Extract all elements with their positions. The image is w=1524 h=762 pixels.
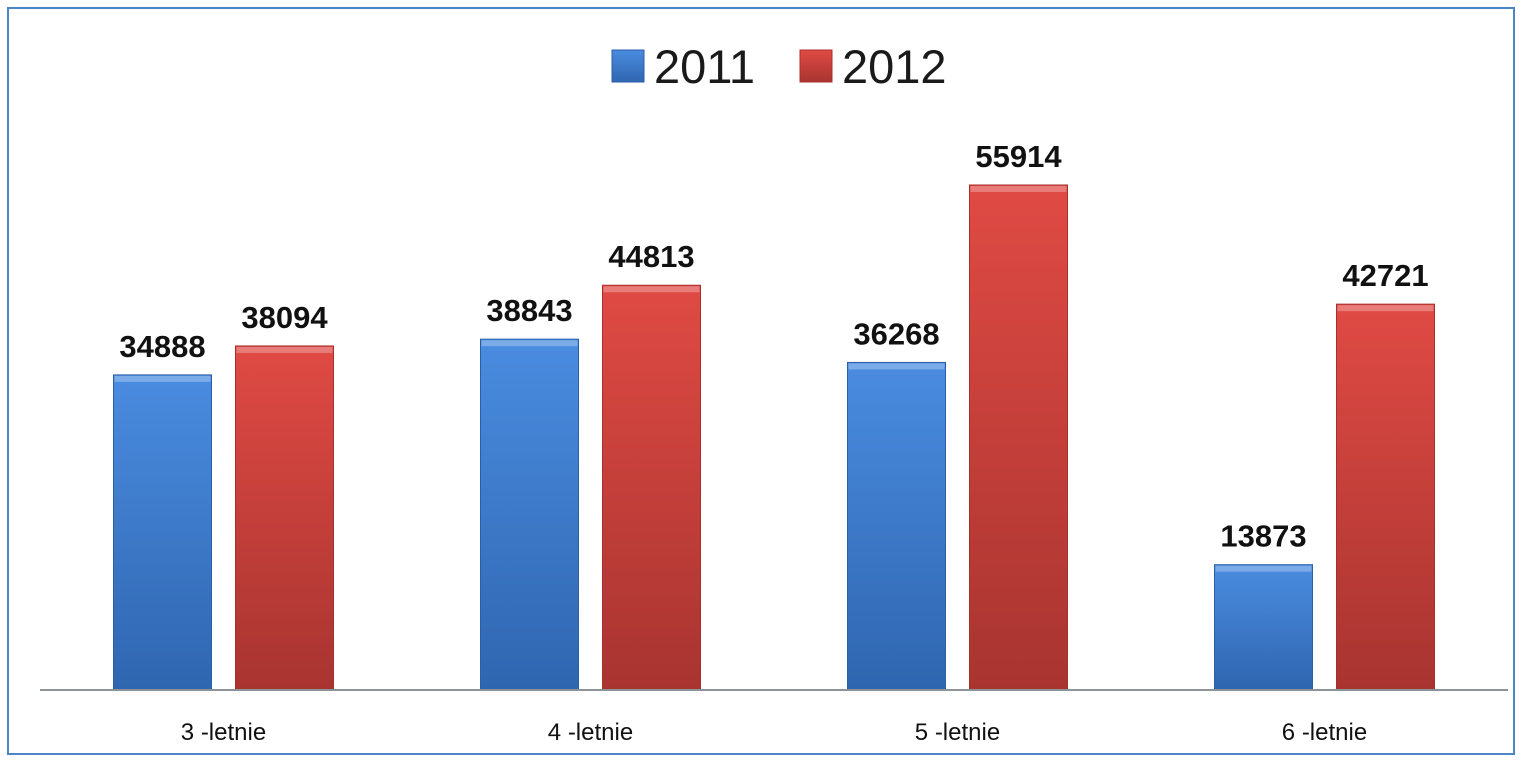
bar-2012-3-letnie	[235, 345, 334, 691]
bars-group	[113, 184, 1435, 691]
x-tick-label: 4 -letnie	[548, 719, 633, 746]
data-label-2012-3-letnie: 38094	[241, 300, 328, 335]
bar-highlight	[1337, 305, 1434, 312]
bar-highlight	[970, 185, 1067, 192]
bar-highlight	[114, 375, 211, 382]
x-tick-label: 6 -letnie	[1282, 719, 1367, 746]
bar-2011-3-letnie	[113, 374, 212, 691]
x-axis-tick-labels: 3 -letnie 4 -letnie 5 -letnie 6 -letnie	[181, 719, 1367, 746]
legend-swatch-2012	[799, 49, 833, 83]
bar-2012-5-letnie	[969, 184, 1068, 691]
bar-highlight	[603, 286, 700, 293]
legend-swatch-2011	[611, 49, 645, 83]
legend: 2011 2012	[611, 40, 947, 93]
x-tick-label: 3 -letnie	[181, 719, 266, 746]
bar-highlight	[236, 346, 333, 353]
data-label-2012-6-letnie: 42721	[1342, 258, 1428, 293]
bar-2012-6-letnie	[1336, 303, 1435, 691]
legend-label-2012: 2012	[842, 40, 947, 93]
data-label-2011-4-letnie: 38843	[486, 293, 572, 328]
value-labels-group: 34888 38094 38843 44813 36268 55914 13873 42721	[119, 139, 1428, 554]
data-label-2012-4-letnie: 44813	[608, 239, 694, 274]
bar-highlight	[848, 363, 945, 370]
bar-highlight	[1215, 565, 1312, 572]
bar-2011-4-letnie	[480, 338, 579, 691]
data-label-2012-5-letnie: 55914	[975, 139, 1062, 174]
legend-label-2011: 2011	[654, 40, 755, 93]
bar-2011-6-letnie	[1214, 564, 1313, 691]
data-label-2011-5-letnie: 36268	[853, 316, 939, 351]
data-label-2011-3-letnie: 34888	[119, 329, 205, 364]
bar-2012-4-letnie	[602, 284, 701, 691]
bar-2011-5-letnie	[847, 361, 946, 691]
x-tick-label: 5 -letnie	[915, 719, 1000, 746]
data-label-2011-6-letnie: 13873	[1220, 519, 1306, 554]
bar-highlight	[481, 340, 578, 347]
